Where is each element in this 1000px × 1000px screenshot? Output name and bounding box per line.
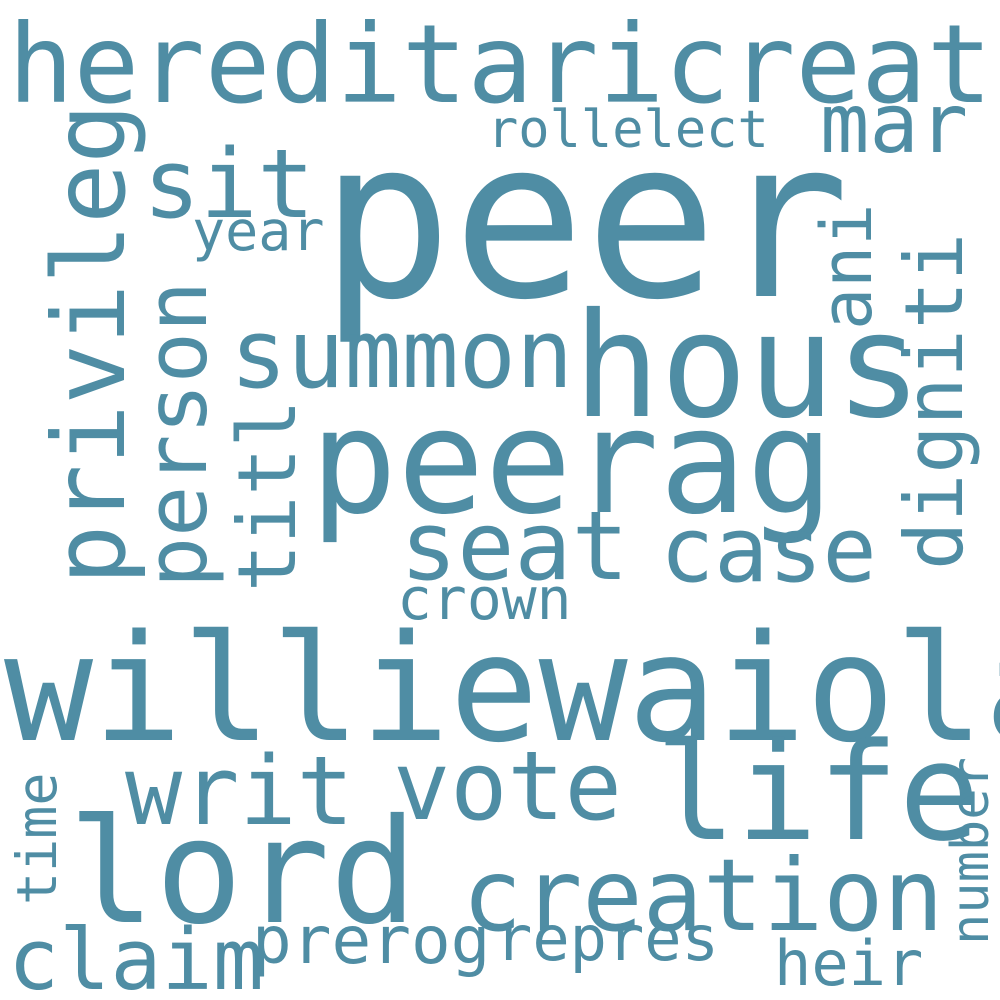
word-time: time [5,772,69,905]
word-sit: sit [143,130,315,240]
word-claim: claim [8,911,264,1000]
word-year: year [192,199,325,263]
word-crown: crown [397,565,572,633]
word-digniti: digniti [888,232,981,570]
word-person: person [128,280,227,588]
word-mar: mar [820,77,969,172]
word-williewaiola: williewaiola [4,603,1000,775]
word-writ: writ [125,737,354,847]
word-seat: seat [400,492,629,602]
word-life: life [655,714,981,871]
word-heir: heir [774,927,924,1000]
word-number: number [941,757,1000,945]
word-titl: titl [221,399,314,592]
word-hereditaricreat: hereditaricreat [8,1,993,128]
word-repres: repres [495,902,719,975]
word-creation: creation [462,837,944,954]
word-peer: peer [320,92,850,348]
word-rollelect: rollelect [487,100,769,160]
word-case: case [660,498,877,603]
word-summon: summon [230,300,574,410]
word-prerog: prerog [252,902,491,979]
word-lord: lord [68,788,418,957]
word-privileg: privileg [31,103,148,585]
word-vote: vote [393,732,622,842]
word-hous: hous [573,282,923,451]
word-peerag: peerag [310,378,834,547]
word-ani: ani [806,203,888,330]
